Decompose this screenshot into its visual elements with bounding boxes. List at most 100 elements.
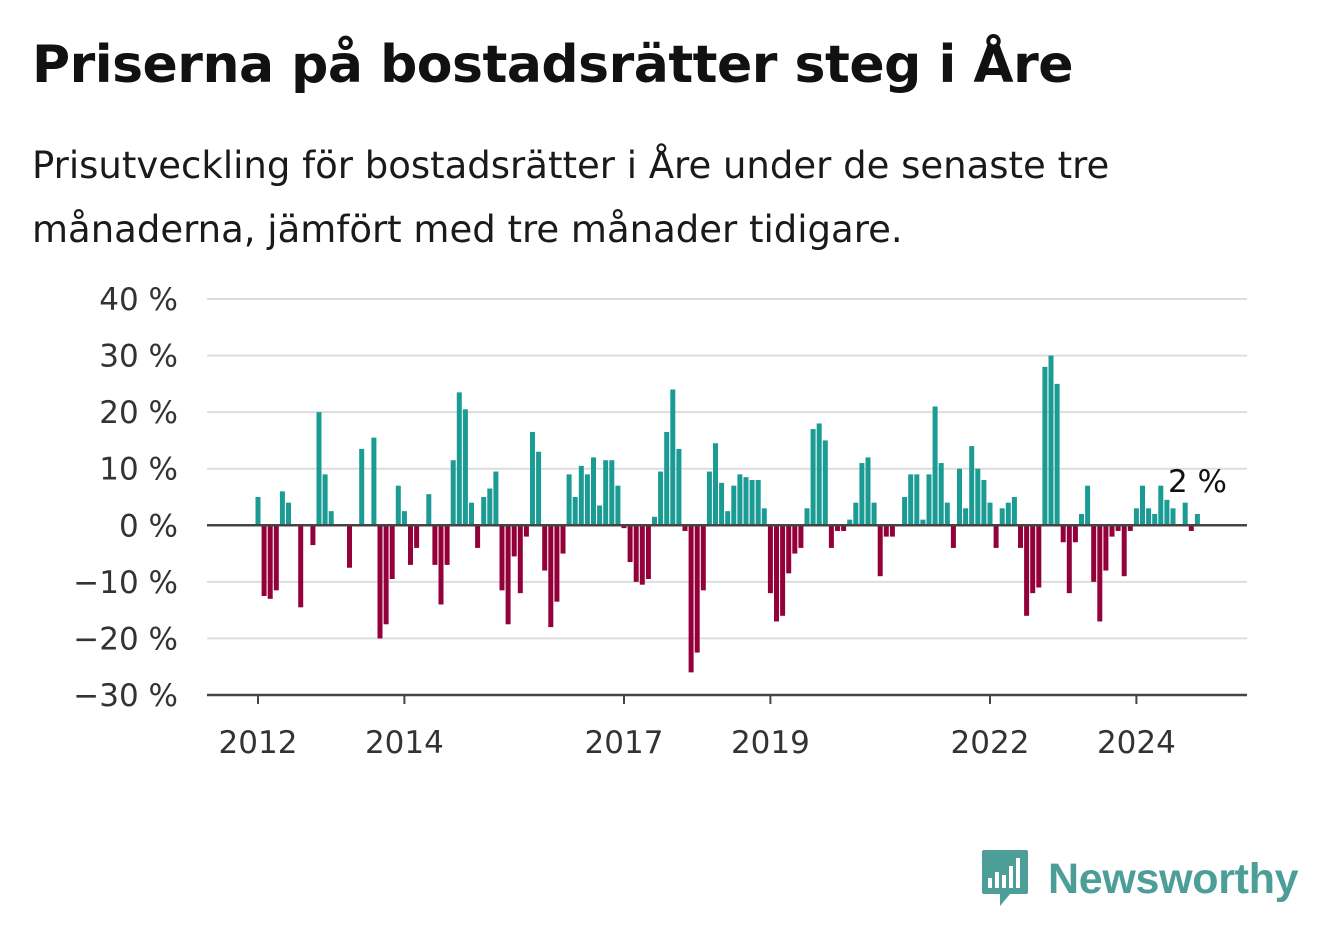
bar bbox=[1115, 525, 1121, 531]
bar bbox=[371, 437, 377, 526]
bar bbox=[1091, 525, 1097, 582]
bar bbox=[621, 525, 627, 529]
bar bbox=[267, 525, 273, 599]
bar bbox=[316, 412, 322, 526]
bar bbox=[1048, 355, 1054, 526]
bar bbox=[950, 525, 956, 548]
y-tick-label: 30 % bbox=[99, 339, 178, 375]
bar bbox=[487, 488, 493, 526]
bar bbox=[713, 443, 718, 526]
bar bbox=[517, 525, 523, 594]
bar bbox=[1146, 508, 1152, 526]
bar bbox=[944, 502, 950, 526]
bar bbox=[786, 525, 792, 574]
bar bbox=[401, 511, 407, 526]
bar bbox=[310, 525, 316, 546]
bar bbox=[536, 451, 542, 526]
bar bbox=[328, 511, 334, 526]
y-tick-label: −10 % bbox=[73, 565, 178, 601]
bar bbox=[633, 525, 639, 582]
bar bbox=[749, 480, 755, 526]
bar bbox=[792, 525, 798, 554]
bar bbox=[1054, 383, 1060, 526]
bar bbox=[920, 519, 926, 526]
bar bbox=[767, 525, 773, 594]
x-axis-tick-labels: 2012 2014 2017 2019 2022 2024 bbox=[219, 695, 1176, 761]
bar bbox=[676, 448, 682, 526]
bar bbox=[377, 525, 383, 639]
bar bbox=[1060, 525, 1066, 543]
y-axis-tick-labels: 40 % 30 % 20 % 10 % 0 % −10 % −20 % −30 % bbox=[73, 282, 178, 714]
bar bbox=[871, 502, 877, 526]
bar bbox=[615, 485, 621, 526]
bar bbox=[261, 525, 267, 596]
y-tick-label: 40 % bbox=[99, 282, 178, 318]
bar bbox=[395, 485, 401, 526]
bar bbox=[963, 508, 969, 526]
bar bbox=[499, 525, 505, 591]
bar bbox=[932, 406, 938, 526]
bar bbox=[1042, 366, 1048, 526]
y-tick-label: −30 % bbox=[73, 678, 178, 714]
bar bbox=[438, 525, 444, 605]
bar bbox=[847, 519, 853, 526]
y-tick-label: −20 % bbox=[73, 621, 178, 657]
bar bbox=[639, 525, 645, 585]
bar bbox=[481, 497, 487, 526]
bar bbox=[530, 431, 535, 526]
bar bbox=[780, 525, 786, 616]
bar bbox=[469, 502, 474, 526]
bars bbox=[255, 355, 1200, 673]
bar bbox=[1018, 525, 1023, 548]
x-tick-label: 2022 bbox=[951, 725, 1030, 761]
latest-value-label: 2 % bbox=[1168, 464, 1227, 500]
y-tick-label: 10 % bbox=[99, 452, 178, 488]
bar bbox=[505, 525, 511, 625]
bar bbox=[603, 460, 609, 526]
bar bbox=[908, 474, 914, 526]
bar bbox=[609, 460, 615, 526]
bar bbox=[688, 525, 694, 673]
bar bbox=[755, 480, 761, 526]
bar bbox=[408, 525, 413, 565]
bar bbox=[1121, 525, 1127, 577]
bar bbox=[658, 471, 664, 526]
bar bbox=[743, 477, 749, 526]
bar bbox=[389, 525, 395, 580]
bar bbox=[774, 525, 779, 622]
bar bbox=[450, 460, 456, 526]
bar bbox=[859, 463, 865, 526]
bar bbox=[804, 508, 810, 526]
bar bbox=[523, 525, 529, 537]
bar bbox=[810, 429, 816, 526]
bar bbox=[578, 465, 584, 526]
bar bbox=[737, 474, 743, 526]
bar bbox=[889, 525, 895, 537]
bar bbox=[1072, 525, 1078, 543]
bar bbox=[1097, 525, 1103, 622]
bar bbox=[1133, 508, 1139, 526]
bar bbox=[1152, 513, 1158, 526]
bar bbox=[475, 525, 481, 548]
bar bbox=[645, 525, 651, 580]
bar bbox=[432, 525, 438, 565]
bar bbox=[1024, 525, 1030, 616]
bar bbox=[853, 502, 859, 526]
bar bbox=[700, 525, 706, 591]
bar bbox=[828, 525, 834, 548]
bar bbox=[347, 525, 352, 568]
bar bbox=[1085, 485, 1091, 526]
bar bbox=[877, 525, 883, 577]
annotations: 2 % bbox=[1168, 464, 1227, 500]
bar bbox=[279, 491, 285, 526]
bar bbox=[1140, 485, 1145, 526]
bar bbox=[841, 525, 847, 531]
bar bbox=[414, 525, 420, 548]
bar bbox=[938, 463, 944, 526]
bar bbox=[255, 497, 261, 526]
bar bbox=[359, 448, 365, 526]
bar bbox=[584, 474, 590, 526]
chart-title: Priserna på bostadsrätter steg i Åre bbox=[32, 35, 1074, 95]
bar bbox=[383, 525, 389, 625]
bar bbox=[1194, 513, 1200, 526]
